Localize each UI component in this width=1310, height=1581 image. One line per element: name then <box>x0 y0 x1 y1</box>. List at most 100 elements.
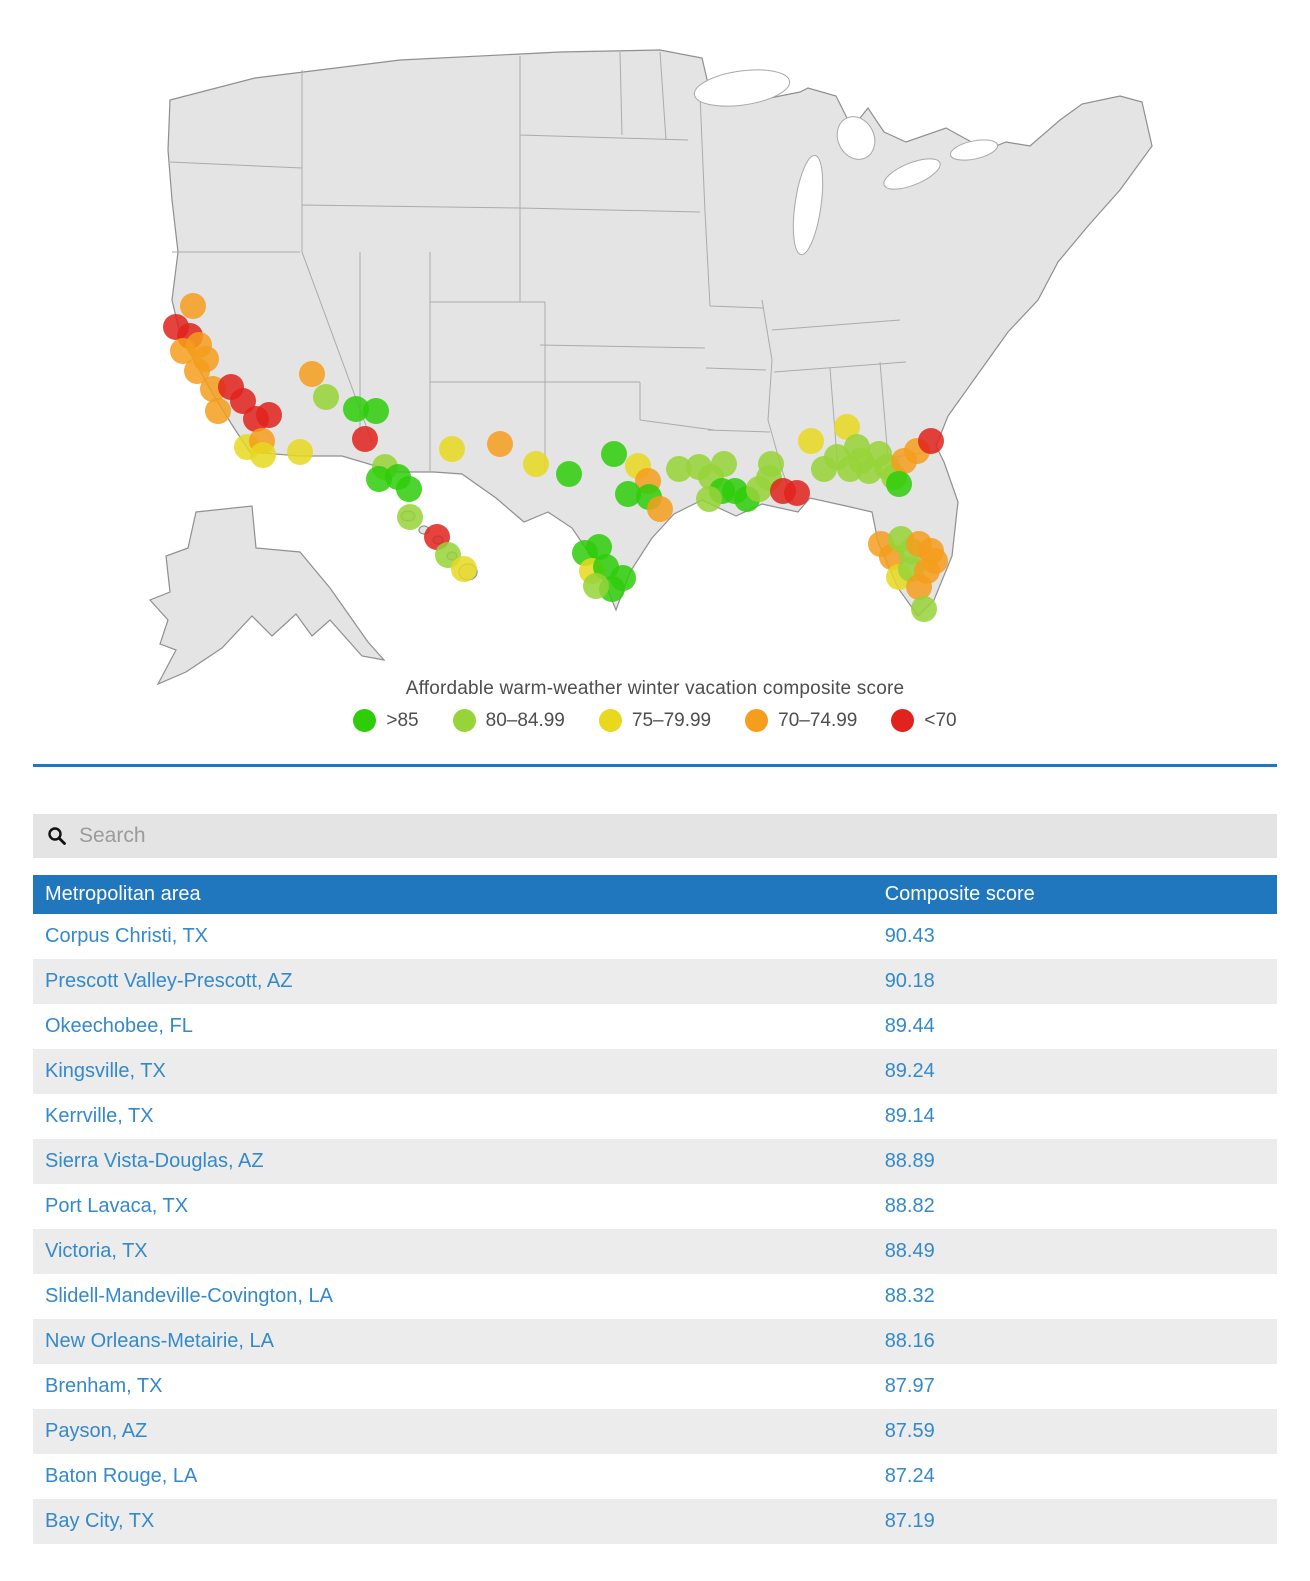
search-input[interactable] <box>77 823 1263 849</box>
table-row: Payson, AZ 87.59 <box>33 1409 1277 1454</box>
map-dot[interactable] <box>834 414 860 440</box>
table-row: Baton Rouge, LA 87.24 <box>33 1454 1277 1499</box>
metro-area-cell: Sierra Vista-Douglas, AZ <box>45 1150 264 1172</box>
lake-erie <box>883 158 941 190</box>
state-borders <box>169 51 941 505</box>
legend-swatch-80-84-icon <box>452 709 476 732</box>
metro-area-cell: Baton Rouge, LA <box>45 1465 198 1487</box>
map-dot[interactable] <box>487 431 513 457</box>
legend-swatch-75-79-icon <box>598 709 622 732</box>
legend-items: >85 80–84.99 75–79.99 70–74.99 <70 <box>0 709 1310 732</box>
metro-area-cell: Corpus Christi, TX <box>45 925 209 947</box>
data-table: Metropolitan area Composite score Corpus… <box>33 875 1277 1544</box>
map-dot[interactable] <box>918 428 944 454</box>
metro-area-cell: Kingsville, TX <box>45 1060 166 1082</box>
score-cell: 87.59 <box>884 1420 935 1442</box>
search-bar[interactable] <box>33 814 1277 858</box>
us-map <box>148 49 1153 686</box>
table-row: Slidell-Mandeville-Covington, LA 88.32 <box>33 1274 1277 1319</box>
legend-swatch-gt85-icon <box>353 709 377 732</box>
column-header-metro-area[interactable]: Metropolitan area <box>33 875 873 914</box>
map-dot[interactable] <box>601 441 627 467</box>
map-dot[interactable] <box>583 573 609 599</box>
table-row: Victoria, TX 88.49 <box>33 1229 1277 1274</box>
map-dot[interactable] <box>256 402 282 428</box>
map-dot[interactable] <box>844 434 870 460</box>
map-dot[interactable] <box>666 456 692 482</box>
legend-swatch-70-74-icon <box>745 709 769 732</box>
score-cell: 90.43 <box>884 925 935 947</box>
map-dot[interactable] <box>230 388 256 414</box>
map-dot[interactable] <box>886 471 912 497</box>
score-cell: 87.97 <box>884 1375 935 1397</box>
legend-item-70-74: 70–74.99 <box>745 709 857 732</box>
lake-ontario <box>949 139 999 161</box>
legend-item-gt85: >85 <box>353 709 419 732</box>
table-row: New Orleans-Metairie, LA 88.16 <box>33 1319 1277 1364</box>
column-header-composite-score[interactable]: Composite score <box>872 875 1277 914</box>
table-row: Okeechobee, FL 89.44 <box>33 1004 1277 1049</box>
score-cell: 89.14 <box>884 1105 935 1127</box>
map-dot[interactable] <box>615 481 641 507</box>
map-dot[interactable] <box>313 384 339 410</box>
score-cell: 88.16 <box>884 1330 935 1352</box>
map-dot[interactable] <box>556 461 582 487</box>
map-dot[interactable] <box>610 565 636 591</box>
metro-area-cell: Victoria, TX <box>45 1240 148 1262</box>
map-dot[interactable] <box>523 451 549 477</box>
map-dot[interactable] <box>366 466 392 492</box>
map-dot[interactable] <box>784 480 810 506</box>
map-dot[interactable] <box>363 398 389 424</box>
map-dot[interactable] <box>397 504 423 530</box>
map-dot[interactable] <box>180 293 206 319</box>
metro-area-cell: Brenham, TX <box>45 1375 163 1397</box>
metro-area-cell: New Orleans-Metairie, LA <box>45 1330 274 1352</box>
map-dot[interactable] <box>911 596 937 622</box>
lake-superior <box>693 69 791 107</box>
metro-area-cell: Payson, AZ <box>45 1420 148 1442</box>
map-dot[interactable] <box>205 398 231 424</box>
metro-area-cell: Prescott Valley-Prescott, AZ <box>45 970 293 992</box>
table-row: Brenham, TX 87.97 <box>33 1364 1277 1409</box>
score-cell: 88.82 <box>884 1195 935 1217</box>
map-dot[interactable] <box>396 476 422 502</box>
map-section: Affordable warm-weather winter vacation … <box>0 0 1310 732</box>
map-dot[interactable] <box>184 358 210 384</box>
legend-item-lt70: <70 <box>891 709 957 732</box>
legend-label: <70 <box>924 709 957 731</box>
metro-area-cell: Kerrville, TX <box>45 1105 154 1127</box>
section-divider <box>33 764 1277 767</box>
table-section: Metropolitan area Composite score Corpus… <box>0 814 1310 1544</box>
metro-area-cell: Port Lavaca, TX <box>45 1195 189 1217</box>
legend-item-80-84: 80–84.99 <box>452 709 565 732</box>
table-row: Bay City, TX 87.19 <box>33 1499 1277 1544</box>
legend-item-75-79: 75–79.99 <box>598 709 711 732</box>
score-cell: 87.19 <box>884 1510 935 1532</box>
map-dot[interactable] <box>439 436 465 462</box>
metro-area-cell: Bay City, TX <box>45 1510 155 1532</box>
map-dot[interactable] <box>696 486 722 512</box>
map-dot[interactable] <box>586 534 612 560</box>
map-legend: Affordable warm-weather winter vacation … <box>0 678 1310 732</box>
map-dot[interactable] <box>798 428 824 454</box>
map-dot[interactable] <box>647 496 673 522</box>
map-dot[interactable] <box>287 439 313 465</box>
map-dot[interactable] <box>352 426 378 452</box>
map-dot[interactable] <box>906 574 932 600</box>
great-lakes <box>693 69 999 256</box>
map-dot[interactable] <box>343 396 369 422</box>
map-dot[interactable] <box>299 361 325 387</box>
map-dot[interactable] <box>711 451 737 477</box>
map-dot[interactable] <box>451 556 477 582</box>
table-row: Kingsville, TX 89.24 <box>33 1049 1277 1094</box>
table-row: Prescott Valley-Prescott, AZ 90.18 <box>33 959 1277 1004</box>
score-cell: 88.49 <box>884 1240 935 1262</box>
lake-huron <box>836 116 876 160</box>
metro-area-cell: Slidell-Mandeville-Covington, LA <box>45 1285 333 1307</box>
map-dot[interactable] <box>250 442 276 468</box>
score-cell: 88.89 <box>884 1150 935 1172</box>
map-dot[interactable] <box>922 548 948 574</box>
score-cell: 88.32 <box>884 1285 935 1307</box>
map-dots-layer[interactable] <box>163 293 948 622</box>
table-header-row: Metropolitan area Composite score <box>33 875 1277 914</box>
